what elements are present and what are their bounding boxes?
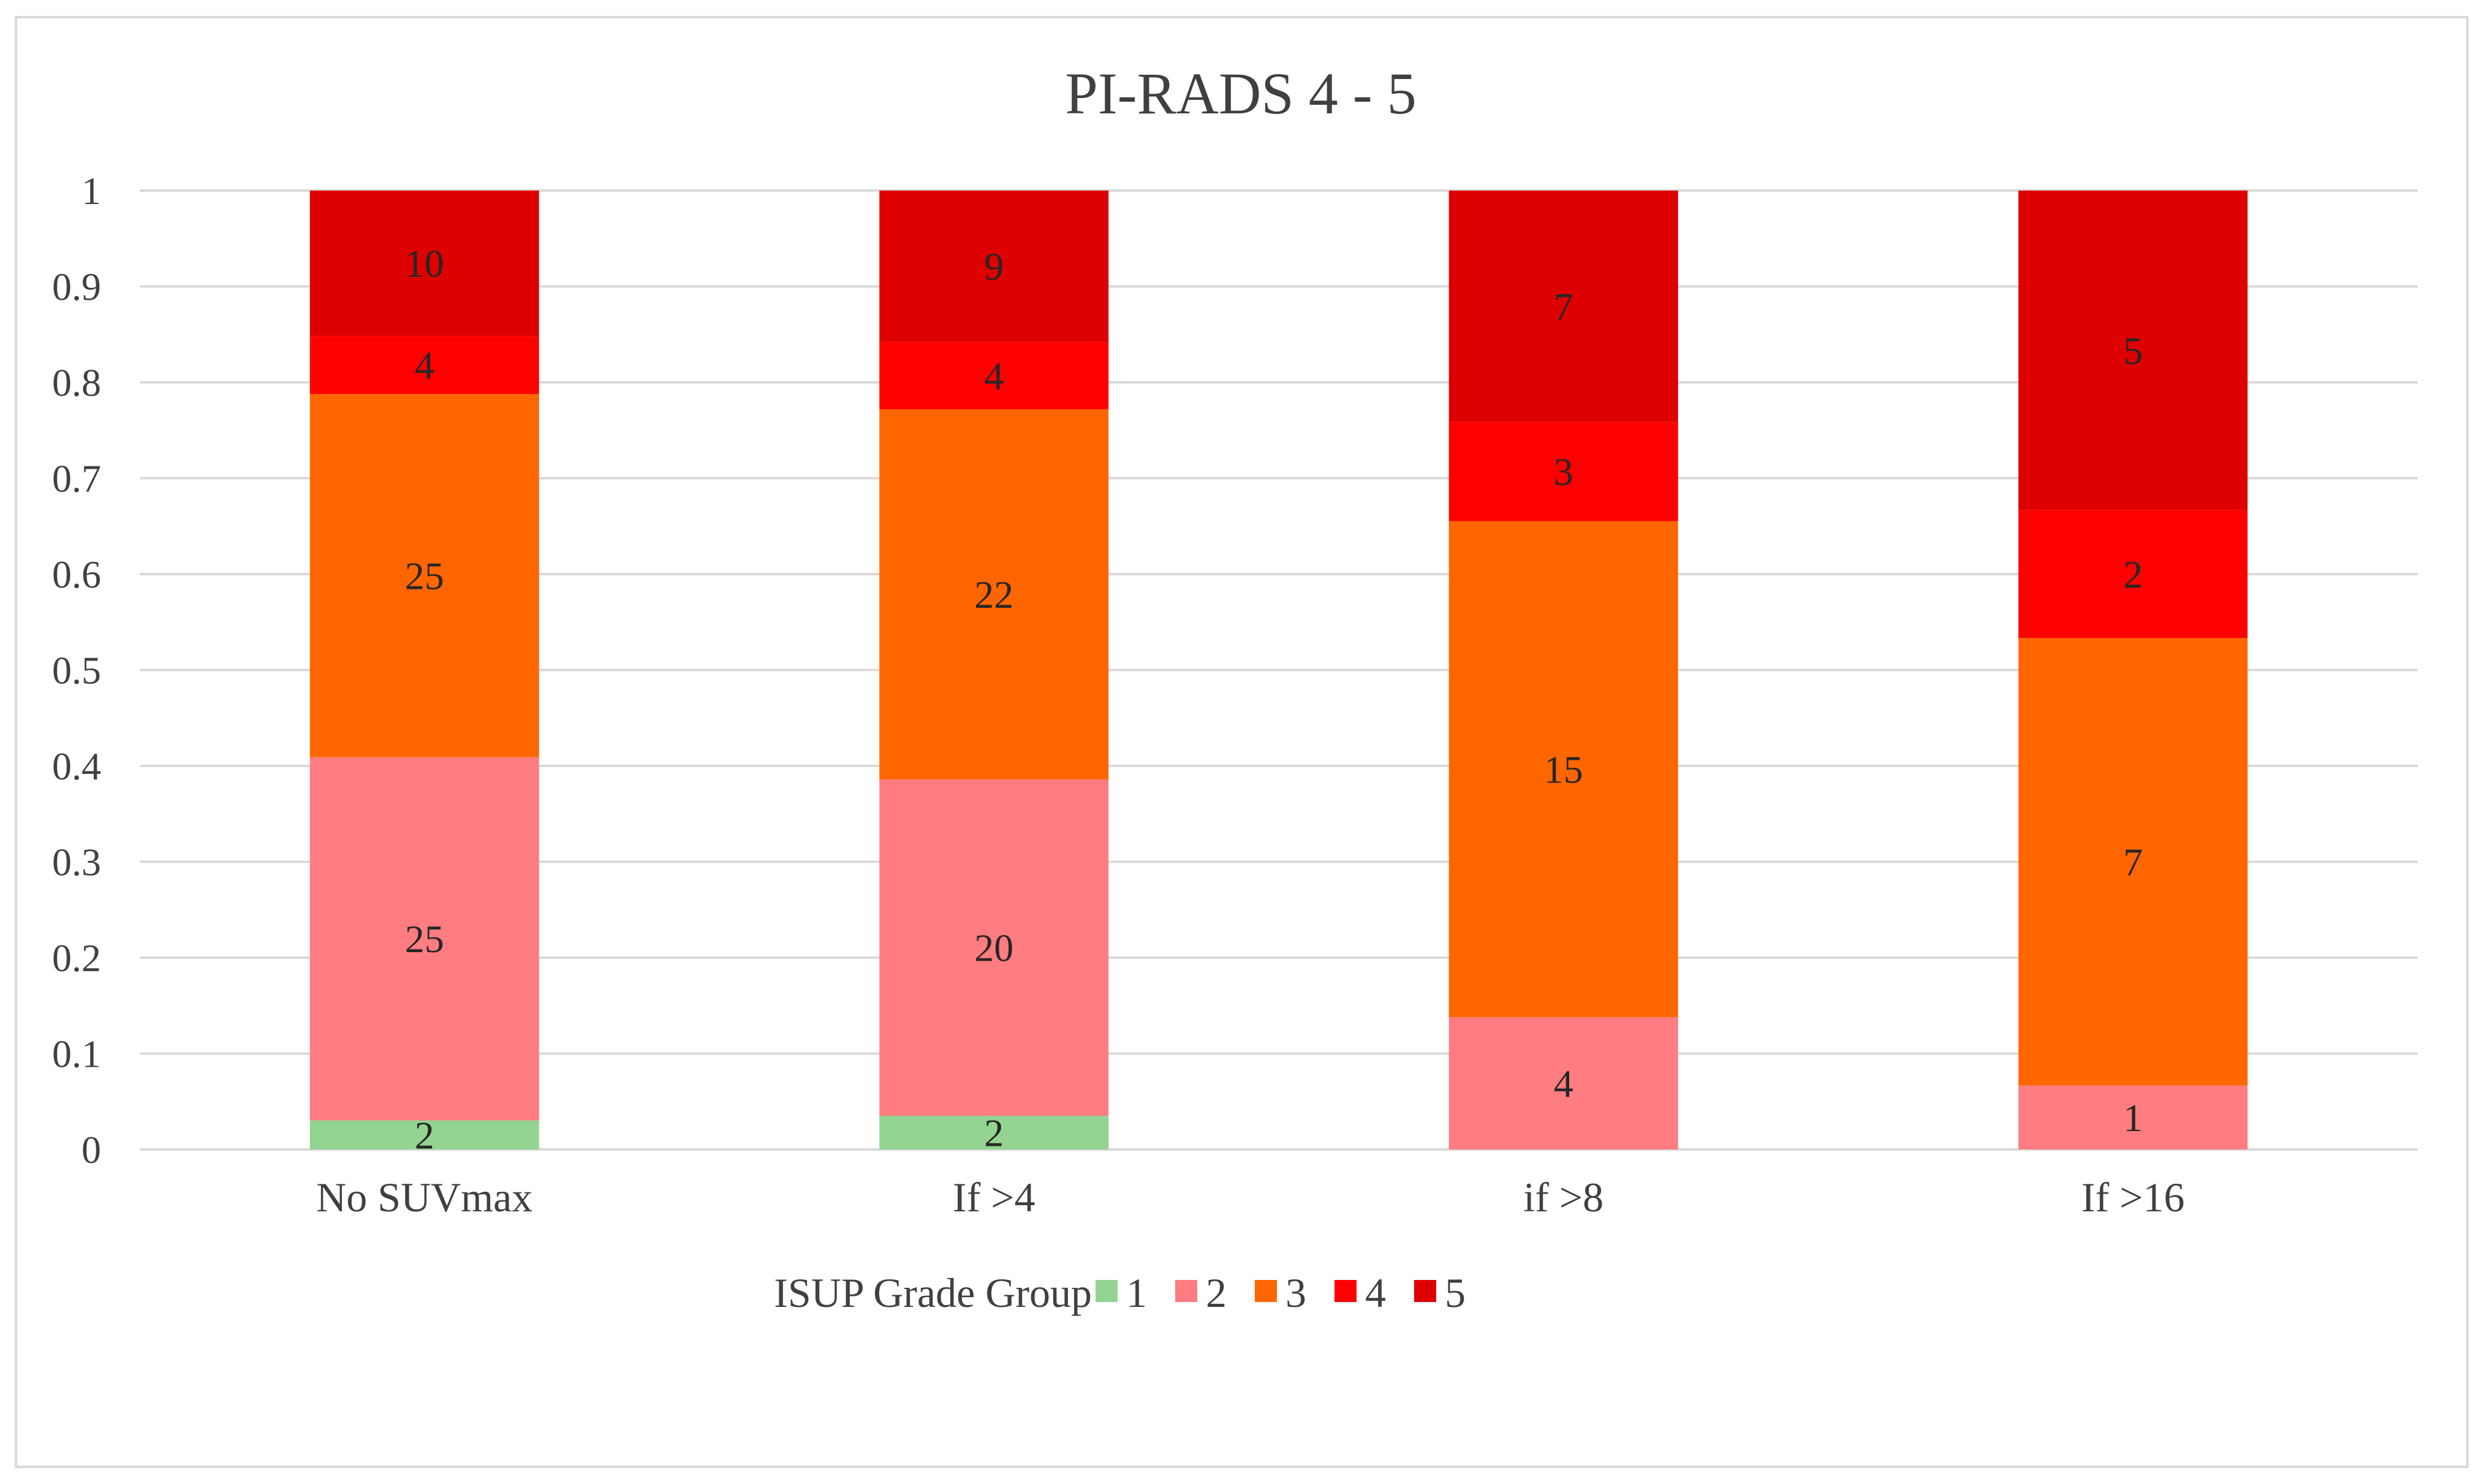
y-tick-label: 0.6	[52, 553, 101, 596]
data-label: 2	[415, 1113, 434, 1157]
bar-segment	[309, 191, 539, 336]
x-tick-label: If >4	[953, 1174, 1035, 1221]
legend: ISUP Grade Group 1 2 3 4 5	[774, 1270, 1466, 1316]
data-label: 2	[984, 1111, 1004, 1155]
bar-segment	[2018, 510, 2248, 638]
bar-segment	[879, 779, 1109, 1116]
y-tick-label: 0.4	[52, 744, 101, 788]
y-axis-tick-labels: 0 0.1 0.2 0.3 0.4 0.5 0.6 0.7 0.8 0.9 1	[52, 169, 101, 1172]
data-label: 20	[974, 926, 1013, 970]
legend-label: 3	[1285, 1270, 1306, 1316]
data-label: 9	[984, 245, 1004, 289]
bar-segment	[2018, 638, 2248, 1086]
data-label: 3	[1554, 450, 1573, 494]
legend-label: 1	[1126, 1270, 1147, 1316]
y-tick-label: 1	[81, 169, 101, 213]
y-tick-label: 0.8	[52, 361, 101, 404]
data-label: 25	[405, 917, 444, 961]
bar-segment	[1448, 1017, 1678, 1149]
bar-segment	[309, 1120, 539, 1149]
data-label: 7	[1554, 285, 1573, 328]
legend-swatch	[1255, 1280, 1277, 1302]
legend-label: 4	[1365, 1270, 1386, 1316]
bar-segment	[879, 409, 1109, 779]
x-tick-label: If >16	[2081, 1174, 2185, 1221]
bar-segment	[2018, 1085, 2248, 1149]
bar-segment	[2018, 191, 2248, 510]
legend-label: 5	[1445, 1270, 1466, 1316]
bar-segment	[309, 757, 539, 1121]
data-label: 5	[2123, 329, 2143, 373]
legend-swatch	[1175, 1280, 1197, 1302]
data-label: 25	[405, 554, 444, 597]
bar-segment	[1448, 521, 1678, 1018]
bar-group: 2 20 22 4 9	[879, 191, 1109, 1155]
x-axis-category-labels: No SUVmax If >4 if >8 If >16	[316, 1174, 2184, 1221]
bar-segment	[879, 342, 1109, 409]
y-tick-label: 0	[81, 1128, 101, 1172]
bar-segment	[309, 336, 539, 394]
bar-segment	[879, 1116, 1109, 1149]
bar-segment	[1448, 422, 1678, 521]
data-label: 4	[415, 344, 434, 387]
bar-segment	[309, 393, 539, 757]
data-label: 7	[2123, 841, 2143, 884]
data-label: 10	[405, 242, 444, 286]
bar-segment	[879, 191, 1109, 343]
bar-group: 2 25 25 4 10	[309, 191, 539, 1157]
y-tick-label: 0.3	[52, 841, 101, 884]
bar-segment	[1448, 191, 1678, 422]
y-tick-label: 0.7	[52, 457, 101, 501]
legend-swatch	[1096, 1280, 1118, 1302]
y-tick-label: 0.9	[52, 265, 101, 309]
legend-swatch	[1334, 1280, 1357, 1302]
chart-title: PI-RADS 4 - 5	[1065, 61, 1416, 126]
data-label: 22	[974, 573, 1013, 616]
data-label: 15	[1544, 748, 1583, 791]
bar-group: 4 15 3 7	[1448, 191, 1678, 1149]
data-label: 4	[1554, 1062, 1573, 1105]
legend-title: ISUP Grade Group	[774, 1270, 1092, 1316]
x-tick-label: if >8	[1523, 1174, 1603, 1221]
legend-swatch	[1414, 1280, 1436, 1302]
y-tick-label: 0.1	[52, 1032, 101, 1076]
x-tick-label: No SUVmax	[316, 1174, 532, 1221]
data-label: 1	[2123, 1096, 2143, 1140]
data-label: 2	[2123, 553, 2143, 596]
data-label: 4	[984, 354, 1004, 398]
y-tick-label: 0.2	[52, 936, 101, 980]
y-tick-label: 0.5	[52, 649, 101, 692]
legend-label: 2	[1206, 1270, 1227, 1316]
